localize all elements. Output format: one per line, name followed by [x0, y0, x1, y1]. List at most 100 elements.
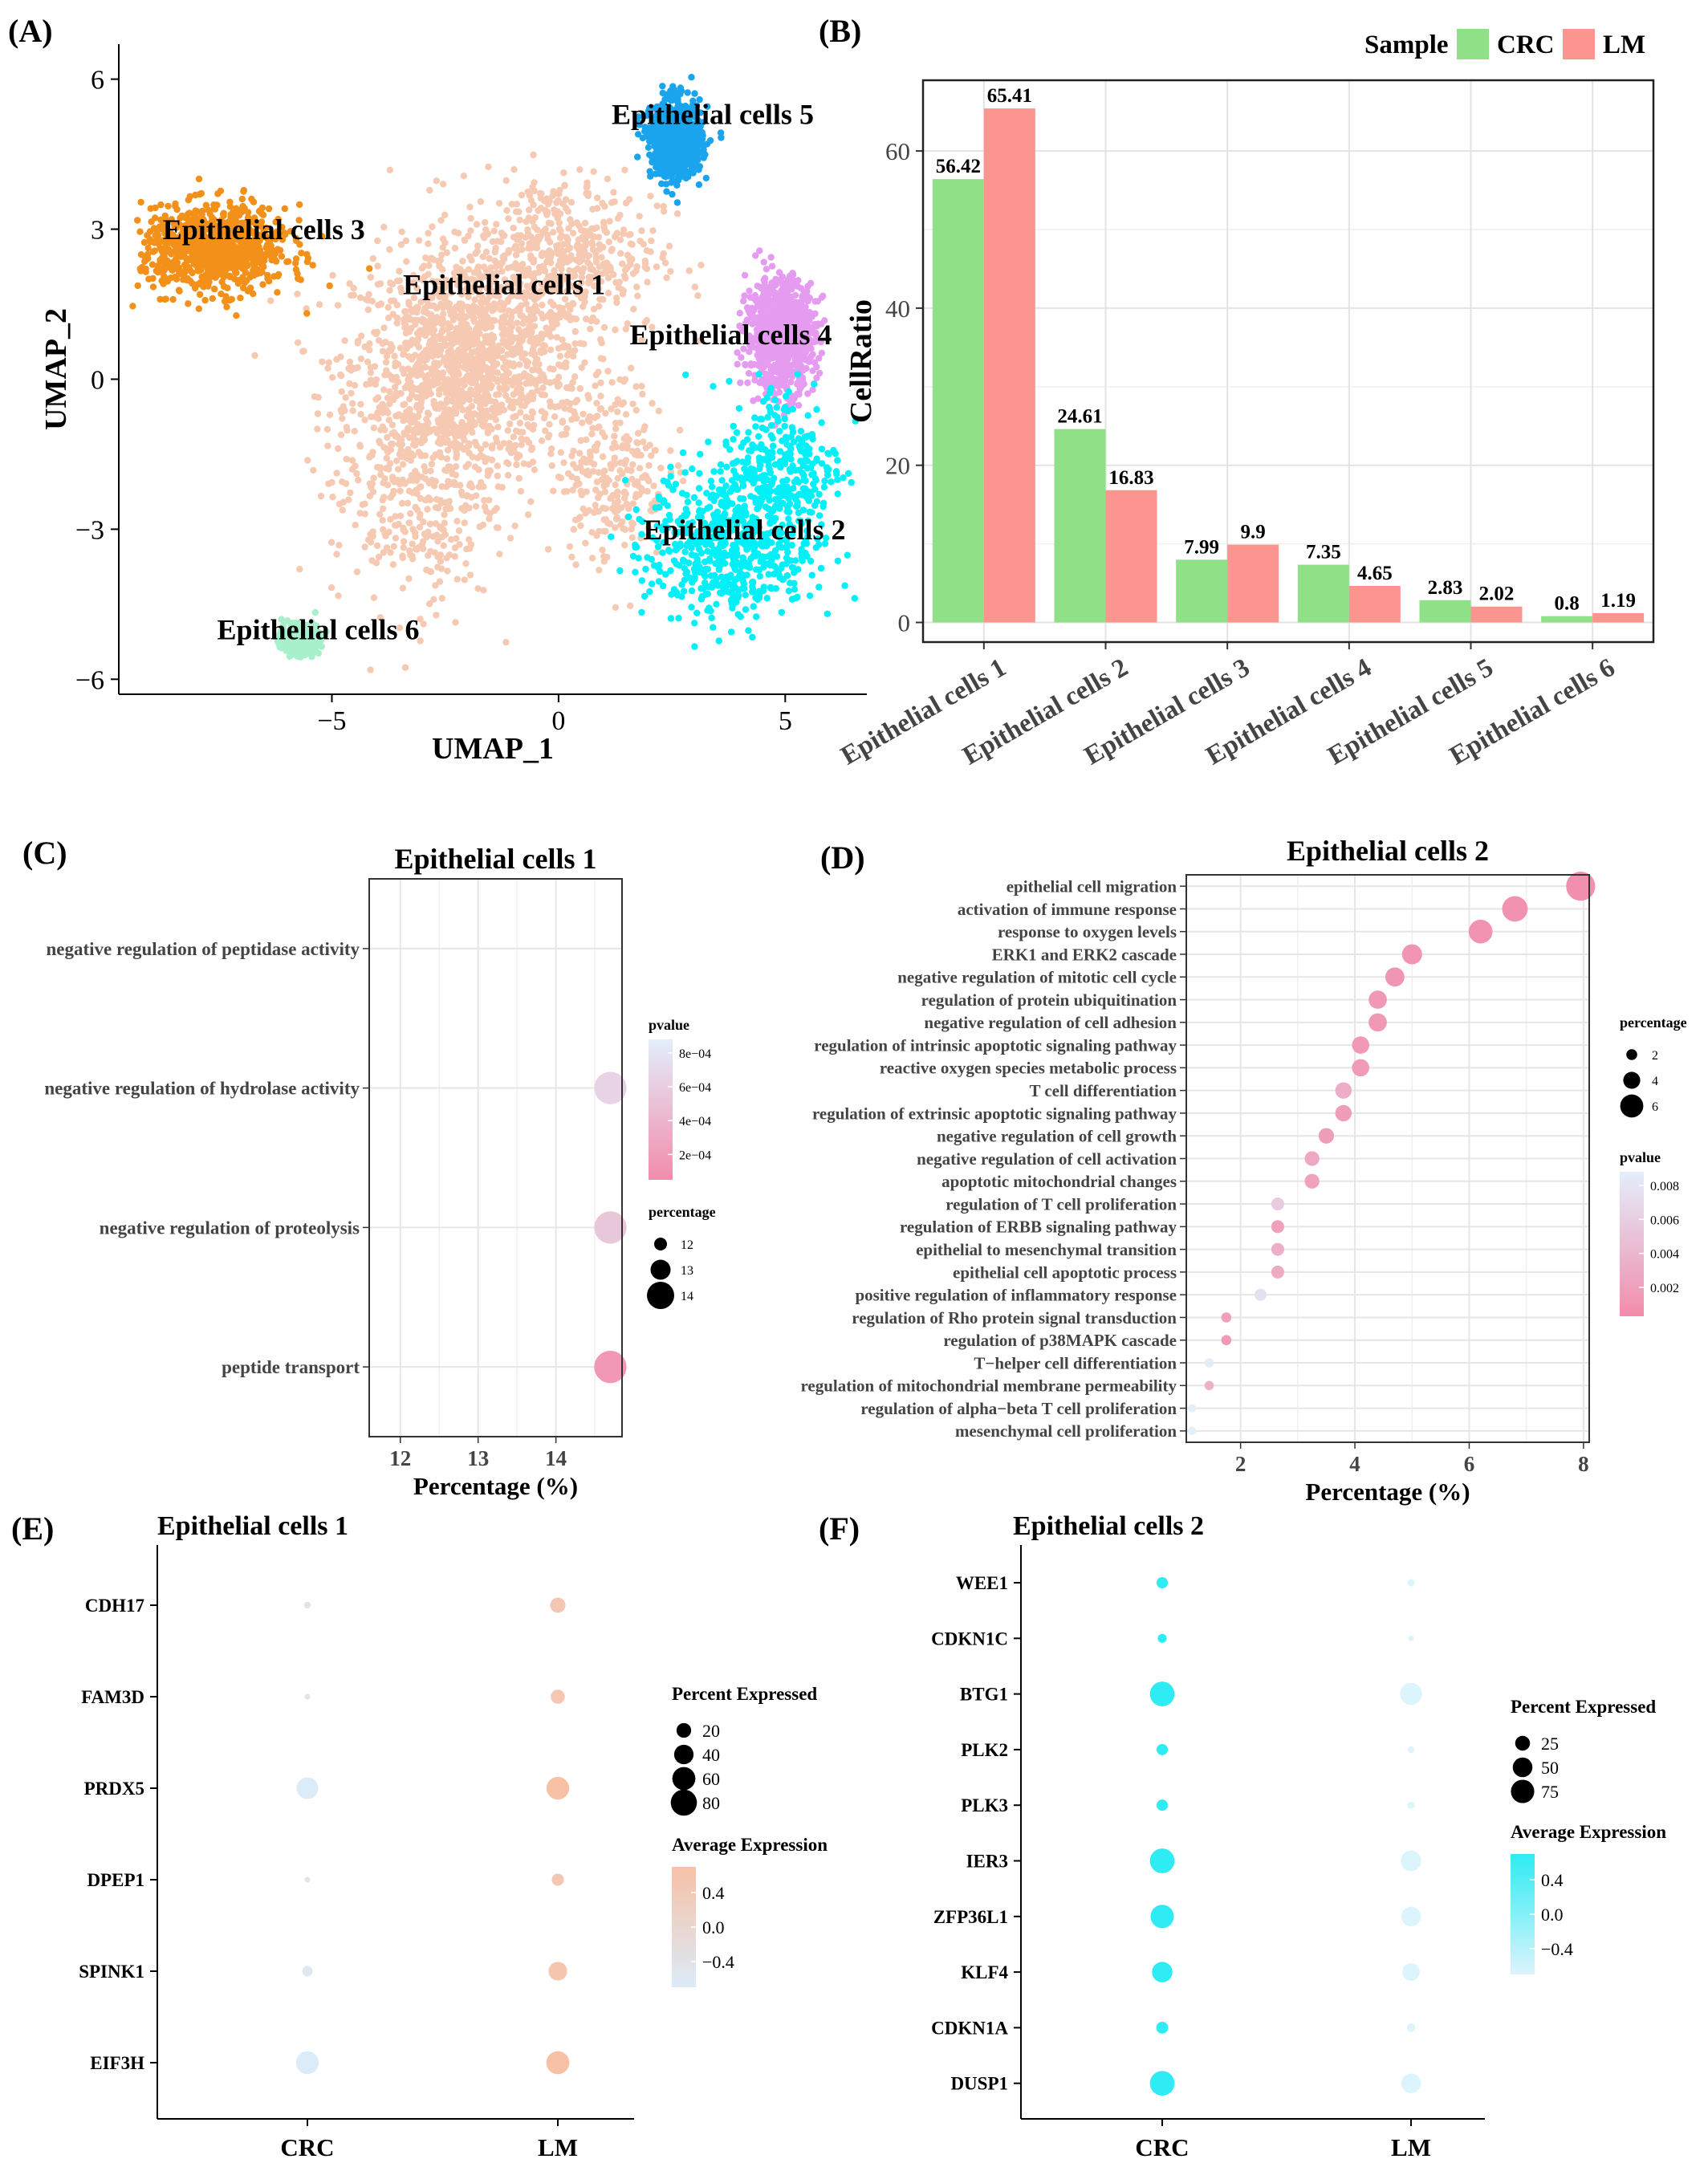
umap-point [574, 291, 581, 298]
umap-point [433, 496, 441, 503]
umap-point [149, 248, 157, 255]
umap-point [451, 553, 458, 560]
umap-point [600, 468, 608, 475]
umap-point [399, 584, 407, 592]
umap-point [626, 257, 633, 264]
umap-point [485, 163, 492, 171]
umap-point [492, 434, 500, 441]
umap-point [458, 340, 466, 348]
umap-point [595, 234, 603, 241]
umap-point [575, 222, 583, 230]
umap-point [587, 325, 594, 333]
umap-point [376, 510, 384, 518]
umap-point [505, 307, 513, 315]
umap-point [467, 227, 474, 234]
umap-point [467, 356, 474, 363]
umap-point [514, 377, 523, 384]
umap-point [525, 265, 532, 273]
umap-point [466, 571, 474, 579]
umap-point [366, 492, 373, 500]
umap-point [396, 480, 404, 488]
umap-point [794, 283, 802, 291]
umap-point [415, 237, 423, 244]
umap-point [531, 179, 538, 186]
umap-point [760, 258, 767, 266]
umap-point [590, 306, 598, 313]
umap-point [434, 563, 441, 571]
umap-point [379, 517, 386, 524]
umap-point [494, 472, 502, 480]
umap-point [327, 584, 336, 592]
umap-point [660, 250, 667, 258]
umap-point [461, 237, 469, 244]
umap-point [192, 191, 199, 199]
umap-point [486, 333, 493, 340]
umap-point [141, 254, 149, 262]
umap-point [615, 284, 622, 291]
umap-point [636, 238, 644, 245]
umap-point [211, 285, 218, 293]
umap-point [202, 253, 209, 261]
umap-point [417, 299, 425, 306]
umap-point [628, 475, 636, 483]
umap-point [737, 379, 744, 387]
umap-point [773, 364, 781, 372]
x-tick-label: −5 [317, 706, 346, 736]
umap-point [443, 555, 450, 562]
umap-point [486, 254, 493, 262]
umap-point [451, 245, 459, 252]
umap-point [392, 513, 399, 520]
umap-point [514, 319, 521, 327]
umap-point [783, 362, 791, 369]
umap-point [469, 368, 477, 376]
umap-point [563, 288, 570, 295]
umap-point [191, 257, 198, 265]
umap-point [516, 340, 523, 347]
umap-point [409, 418, 417, 426]
umap-point [652, 170, 660, 177]
umap-point [561, 344, 569, 351]
umap-point [148, 261, 157, 268]
umap-point [347, 489, 354, 497]
umap-point [527, 498, 535, 506]
umap-point [565, 225, 572, 232]
umap-point [444, 446, 452, 454]
umap-point [601, 202, 608, 210]
umap-point [754, 296, 761, 304]
umap-point [595, 469, 603, 476]
umap-point [644, 279, 651, 286]
umap-point [622, 325, 629, 333]
umap-point [524, 511, 532, 518]
umap-point [506, 535, 514, 542]
umap-point [461, 358, 469, 365]
umap-point [781, 376, 788, 383]
umap-point [531, 323, 539, 330]
umap-point [458, 320, 466, 327]
umap-point [499, 355, 506, 362]
umap-point [572, 482, 580, 489]
umap-point [418, 265, 426, 272]
umap-point [608, 247, 615, 254]
umap-point [435, 278, 443, 286]
umap-point [359, 501, 366, 508]
umap-point [563, 258, 571, 266]
umap-point [404, 381, 411, 388]
umap-point [596, 246, 604, 253]
umap-point [205, 206, 212, 214]
umap-point [611, 461, 619, 468]
umap-point [438, 251, 445, 258]
umap-point [614, 498, 622, 505]
umap-point [430, 303, 437, 310]
umap-point [414, 413, 421, 421]
umap-point [518, 191, 526, 199]
umap-point [561, 182, 568, 189]
umap-point [233, 312, 240, 319]
umap-point [448, 351, 455, 359]
umap-point [376, 614, 384, 621]
umap-point [432, 504, 440, 511]
umap-point [276, 246, 284, 254]
umap-point [437, 453, 444, 460]
umap-point [509, 351, 516, 359]
umap-point [494, 524, 502, 531]
